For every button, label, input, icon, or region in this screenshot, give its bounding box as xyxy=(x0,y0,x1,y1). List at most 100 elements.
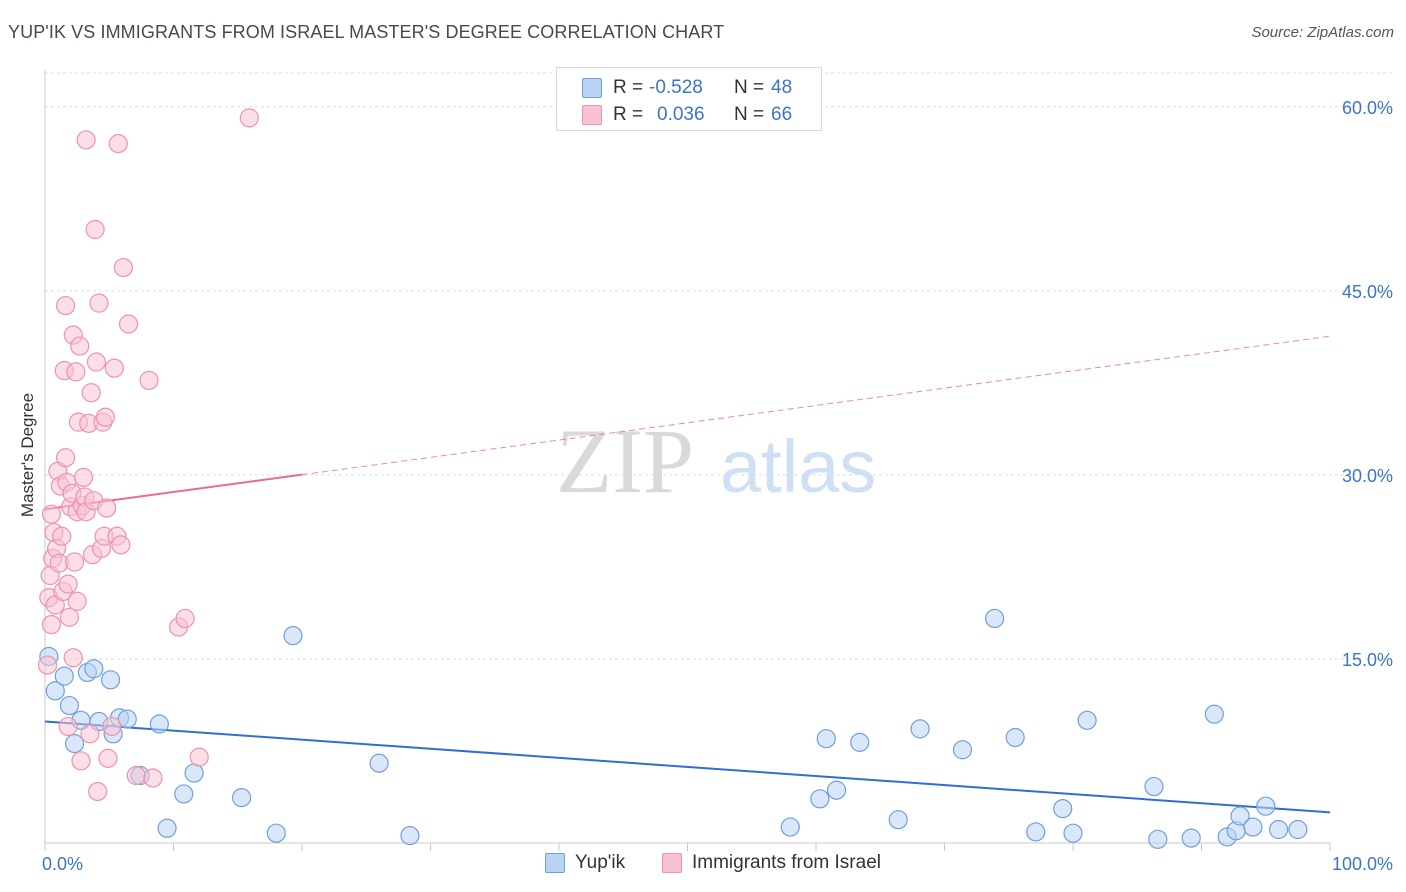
gridlines xyxy=(45,72,1395,660)
point-yupik xyxy=(184,763,204,783)
point-israel xyxy=(76,130,96,150)
point-yupik xyxy=(64,734,85,754)
point-yupik xyxy=(149,714,169,734)
tick-labels: 15.0% 30.0% 45.0% 60.0% 0.0% 100.0% xyxy=(42,98,1393,874)
point-israel xyxy=(80,724,100,744)
point-yupik xyxy=(1053,799,1073,819)
point-yupik xyxy=(283,626,303,646)
point-yupik xyxy=(888,810,908,830)
point-yupik xyxy=(1230,806,1250,826)
point-yupik xyxy=(850,732,870,752)
point-yupik xyxy=(1026,822,1046,842)
point-yupik xyxy=(1204,704,1224,724)
point-israel xyxy=(113,257,133,278)
point-israel xyxy=(102,716,122,737)
point-israel xyxy=(55,295,76,316)
point-israel xyxy=(52,526,72,546)
point-yupik xyxy=(232,788,252,808)
point-israel xyxy=(143,768,163,788)
point-israel xyxy=(139,370,159,391)
stats-legend: R = -0.528 N = 48 R = 0.036 N = 66 xyxy=(556,67,822,131)
point-yupik xyxy=(400,826,420,846)
point-israel xyxy=(97,498,117,518)
point-israel xyxy=(73,467,94,487)
y-tick-label: 60.0% xyxy=(1342,98,1393,118)
point-israel xyxy=(81,383,101,403)
x-tick-label: 0.0% xyxy=(42,854,83,874)
point-yupik xyxy=(1144,776,1164,797)
point-yupik xyxy=(59,695,80,716)
bottom-legend-swatch-pink xyxy=(662,853,682,873)
legend-row-israel: R = 0.036 N = 66 xyxy=(557,101,821,128)
point-israel xyxy=(89,293,109,313)
legend-n-value: 48 xyxy=(771,77,793,98)
data-points xyxy=(37,108,1308,849)
point-israel xyxy=(70,336,90,356)
legend-r-label: R = xyxy=(613,104,644,125)
legend-row-yupik: R = -0.528 N = 48 xyxy=(557,74,821,101)
point-yupik xyxy=(1005,727,1025,748)
point-israel xyxy=(66,362,86,382)
source-label: Source: ZipAtlas.com xyxy=(1251,24,1394,41)
x-tick-label: 100.0% xyxy=(1332,854,1393,874)
point-israel xyxy=(175,608,195,629)
point-israel xyxy=(126,765,146,786)
point-yupik xyxy=(266,823,286,843)
point-yupik xyxy=(100,670,121,690)
point-israel xyxy=(63,648,83,668)
point-yupik xyxy=(174,784,194,804)
watermark-atlas: atlas xyxy=(720,425,876,508)
point-israel xyxy=(189,747,209,767)
legend-swatch-pink xyxy=(582,105,602,125)
point-yupik xyxy=(985,608,1005,629)
axes xyxy=(44,70,1331,851)
point-israel xyxy=(71,751,91,771)
point-yupik xyxy=(117,709,137,729)
point-yupik xyxy=(952,740,973,760)
point-yupik xyxy=(1268,819,1289,840)
y-tick-label: 15.0% xyxy=(1342,650,1393,670)
y-tick-label: 45.0% xyxy=(1342,282,1393,302)
point-israel xyxy=(104,358,124,378)
point-israel xyxy=(59,607,80,627)
point-israel xyxy=(239,108,259,128)
watermark-zip: ZIP xyxy=(556,410,694,512)
trend-line-israel-extension xyxy=(301,335,1331,476)
point-yupik xyxy=(1256,796,1276,816)
bottom-legend-label: Yup'ik xyxy=(575,852,626,873)
point-yupik xyxy=(1181,828,1201,848)
legend-n-label: N = xyxy=(734,104,765,125)
point-israel xyxy=(98,748,118,768)
trend-line-yupik xyxy=(44,720,1331,814)
point-israel xyxy=(37,655,58,675)
point-israel xyxy=(95,407,115,427)
point-yupik xyxy=(45,681,65,701)
legend-n-value: 66 xyxy=(771,104,793,125)
point-israel xyxy=(41,504,62,524)
chart-title: YUP'IK VS IMMIGRANTS FROM ISRAEL MASTER'… xyxy=(8,22,725,42)
point-israel xyxy=(108,134,128,154)
point-israel xyxy=(55,448,76,468)
point-yupik xyxy=(1077,710,1097,730)
point-israel xyxy=(58,716,78,737)
point-israel xyxy=(118,314,139,334)
point-israel xyxy=(64,552,85,572)
point-yupik xyxy=(810,789,830,809)
legend-r-label: R = xyxy=(613,77,644,98)
point-israel xyxy=(88,781,108,802)
point-israel xyxy=(58,574,78,594)
point-israel xyxy=(111,535,131,555)
point-yupik xyxy=(780,817,800,837)
point-yupik xyxy=(910,719,930,739)
point-yupik xyxy=(84,659,104,679)
point-israel xyxy=(67,591,87,611)
point-israel xyxy=(86,352,107,372)
point-yupik xyxy=(1063,823,1083,843)
point-yupik xyxy=(1148,829,1168,849)
legend-r-value: -0.528 xyxy=(649,77,703,98)
y-tick-label: 30.0% xyxy=(1342,466,1393,486)
point-yupik xyxy=(369,753,389,773)
y-axis-label: Master's Degree xyxy=(18,393,37,517)
bottom-legend-swatch-blue xyxy=(545,853,565,873)
